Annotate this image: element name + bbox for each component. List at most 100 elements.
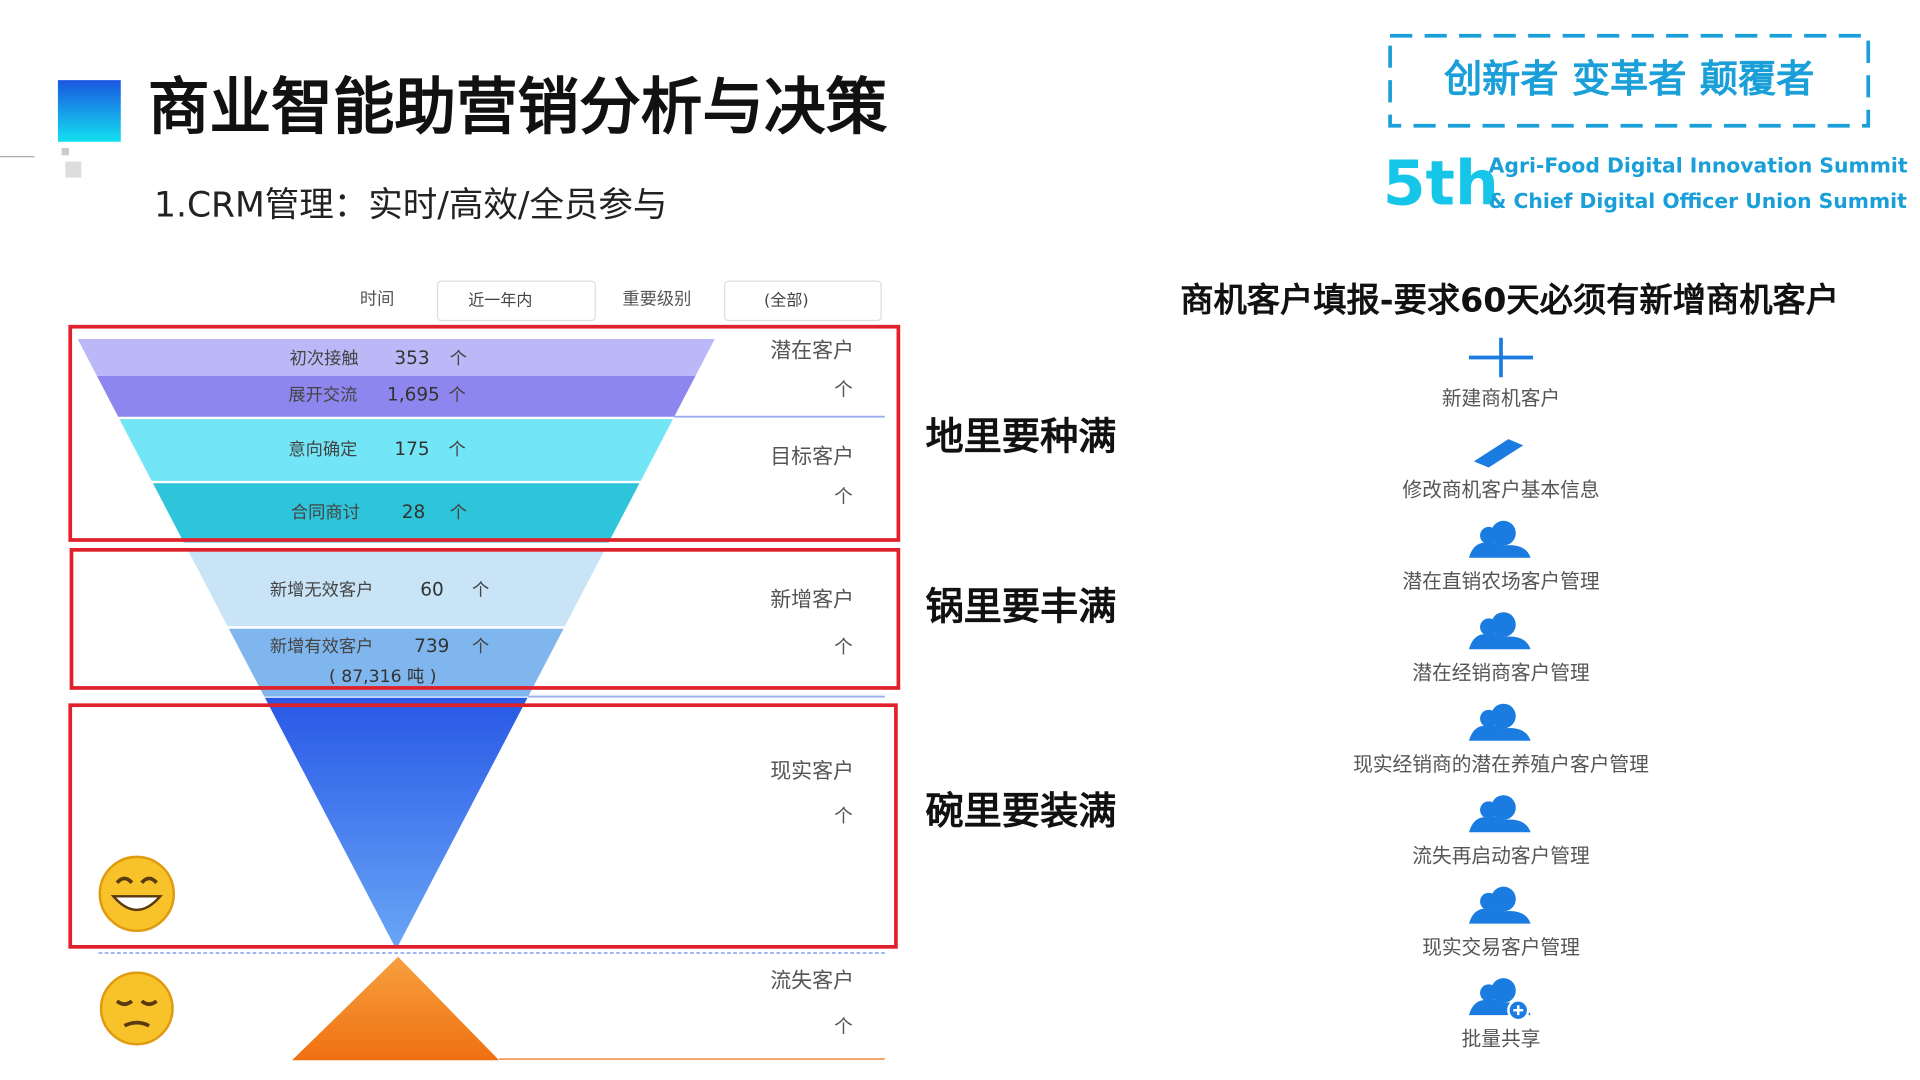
funnel-band [152,483,640,543]
action-label[interactable]: 批量共享 [1462,1027,1541,1050]
stage-unit: 个 [450,349,467,369]
icon-share [1513,1005,1524,1016]
stage-label: 意向确定 [288,440,357,460]
stage-unit: 个 [449,386,466,406]
icon-pencil [1473,439,1524,468]
action-label[interactable]: 流失再启动客户管理 [1412,844,1590,867]
group-label: 现实客户 [770,759,854,783]
subtitle: 1.CRM管理：实时/高效/全员参与 [154,186,667,226]
action-label[interactable]: 修改商机客户基本信息 [1402,478,1599,501]
group-label: 流失客户 [770,968,854,992]
icon-plus [1468,337,1534,378]
decor [65,161,82,178]
icon-user [1491,612,1516,637]
emoji-happy [98,855,175,933]
icon-user [1468,725,1531,741]
stage-unit: 个 [472,637,489,657]
stage-unit: 个 [472,581,489,601]
title-square [57,80,121,142]
stage-unit: 个 [450,503,467,523]
stage-value: 60 [420,580,444,601]
group-unit: 个 [834,1017,852,1038]
action-icon[interactable] [1468,703,1531,741]
icon-user [1491,886,1516,912]
frame [68,324,901,542]
summit-line: Agri-Food Digital Innovation Summit [1489,153,1908,177]
group-label: 新增客户 [770,587,854,611]
filter-value[interactable]: (全部) [764,290,809,309]
title: 商业智能助营销分析与决策 [148,71,888,143]
summit-line: & Chief Digital Officer Union Summit [1489,189,1907,213]
slogan: 地里要种满 [925,415,1116,459]
icon-user [1480,984,1498,1002]
stage-value: 175 [394,439,429,460]
icon-user [1468,542,1531,558]
action-icon[interactable] [1468,337,1534,378]
lost-triangle [292,956,500,1061]
action-icon[interactable] [1468,978,1531,1022]
group-label: 潜在客户 [770,338,854,362]
badge-slogan: 创新者 变革者 颠覆者 [1444,58,1814,102]
stage-value: 28 [402,502,426,523]
filter-box[interactable] [724,280,882,322]
actions-title: 商机客户填报-要求60天必须有新增商机客户 [1180,281,1839,320]
group-unit: 个 [834,637,852,658]
icon-user [1480,526,1498,545]
stage-label: 新增有效客户 [270,637,373,657]
icon-user [1468,816,1531,833]
funnel-band [77,339,715,377]
funnel-band [119,419,673,481]
group-unit: 个 [834,380,852,401]
slogan: 锅里要丰满 [925,586,1116,630]
filter-label: 重要级别 [622,290,691,310]
icon-user [1480,892,1498,911]
action-label[interactable]: 现实交易客户管理 [1422,936,1580,959]
stage-label: 合同商讨 [291,503,360,523]
funnel-band [96,376,696,417]
action-icon[interactable] [1473,439,1524,468]
group-label: 目标客户 [770,444,854,468]
decor [61,147,70,156]
icon-user [1491,703,1516,729]
action-label[interactable]: 现实经销商的潜在养殖户客户管理 [1353,753,1649,776]
frame [68,703,898,949]
stage-unit: 个 [449,440,466,460]
funnel-band [187,548,606,627]
icon-user [1480,618,1498,636]
action-icon[interactable] [1468,612,1531,650]
edition: 5th [1383,147,1499,219]
icon-user [1491,520,1516,546]
filter-box[interactable] [436,280,596,322]
group-unit: 个 [834,487,852,508]
stage-value: 1,695 [387,385,440,406]
action-label[interactable]: 新建商机客户 [1442,387,1560,410]
action-label[interactable]: 潜在经销商客户管理 [1412,661,1590,684]
funnel-bottom [264,697,528,950]
action-icon[interactable] [1468,886,1531,924]
icon-user [1468,633,1531,650]
group-unit: 个 [834,806,852,827]
icon-user [1480,709,1498,728]
icon-user [1491,795,1516,820]
slogan: 碗里要装满 [925,790,1116,834]
stage-label: 新增无效客户 [270,581,373,601]
stage-label: 初次接触 [290,349,359,369]
funnel-band [228,628,564,697]
stage-label: 展开交流 [288,386,357,406]
icon-user [1480,801,1498,819]
action-label[interactable]: 潜在直销农场客户管理 [1402,570,1599,593]
action-icon[interactable] [1468,520,1531,558]
icon-user [1491,978,1516,1003]
frame [69,548,901,690]
badge-frame [1388,33,1871,128]
stage-note: ( 87,316 吨 ) [329,667,437,687]
icon-user [1468,908,1531,924]
action-icon[interactable] [1468,795,1531,833]
filter-label: 时间 [360,290,395,310]
filter-value[interactable]: 近一年内 [468,290,532,309]
stage-value: 353 [394,348,429,369]
actions: 新建商机客户修改商机客户基本信息潜在直销农场客户管理潜在经销商客户管理现实经销商… [1353,337,1649,1050]
